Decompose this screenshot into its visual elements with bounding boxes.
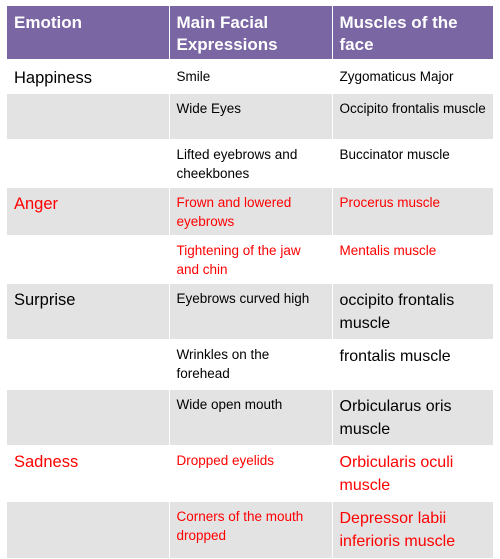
table-row: Anger Frown and lowered eyebrows Proceru… xyxy=(7,187,493,236)
emotion-muscles-table: Emotion Main Facial Expressions Muscles … xyxy=(7,6,493,559)
emotion-cell: Happiness xyxy=(7,60,170,94)
header-main-facial-expressions: Main Facial Expressions xyxy=(169,6,333,62)
muscle-cell: Occipito frontalis muscle xyxy=(332,93,493,140)
expression-cell: Frown and lowered eyebrows xyxy=(169,187,333,236)
muscle-cell: frontalis muscle xyxy=(332,339,493,390)
muscle-cell: Depressor labii inferioris muscle xyxy=(332,501,493,559)
expression-cell: Smile xyxy=(169,60,333,94)
table-row: Wide open mouth Orbicularus oris muscle xyxy=(7,389,493,446)
muscle-cell: Orbicularus oris muscle xyxy=(332,389,493,446)
muscle-cell: Mentalis muscle xyxy=(332,235,493,284)
table-row: Lifted eyebrows and cheekbones Buccinato… xyxy=(7,139,493,188)
expression-cell: Tightening of the jaw and chin xyxy=(169,235,333,284)
emotion-cell xyxy=(7,501,170,559)
header-emotion: Emotion xyxy=(7,6,170,62)
emotion-cell xyxy=(7,93,170,140)
table-row: Corners of the mouth dropped Depressor l… xyxy=(7,501,493,559)
table-row: Surprise Eyebrows curved high occipito f… xyxy=(7,283,493,340)
table-row: Wrinkles on the forehead frontalis muscl… xyxy=(7,339,493,390)
emotion-cell xyxy=(7,389,170,446)
muscle-cell: Orbicularis oculi muscle xyxy=(332,445,493,502)
muscle-cell: Zygomaticus Major xyxy=(332,60,493,94)
expression-cell: Wide open mouth xyxy=(169,389,333,446)
expression-cell: Wrinkles on the forehead xyxy=(169,339,333,390)
header-muscles-of-the-face: Muscles of the face xyxy=(332,6,493,62)
table-row: Happiness Smile Zygomaticus Major xyxy=(7,60,493,94)
muscle-cell: Procerus muscle xyxy=(332,187,493,236)
emotion-cell: Sadness xyxy=(7,445,170,502)
emotion-cell xyxy=(7,235,170,284)
expression-cell: Wide Eyes xyxy=(169,93,333,140)
emotion-cell xyxy=(7,139,170,188)
header-row: Emotion Main Facial Expressions Muscles … xyxy=(7,6,493,62)
expression-cell: Dropped eyelids xyxy=(169,445,333,502)
expression-cell: Corners of the mouth dropped xyxy=(169,501,333,559)
table-row: Tightening of the jaw and chin Mentalis … xyxy=(7,235,493,284)
muscle-cell: Buccinator muscle xyxy=(332,139,493,188)
table-row: Sadness Dropped eyelids Orbicularis ocul… xyxy=(7,445,493,502)
muscle-cell: occipito frontalis muscle xyxy=(332,283,493,340)
emotion-cell: Surprise xyxy=(7,283,170,340)
expression-cell: Lifted eyebrows and cheekbones xyxy=(169,139,333,188)
expression-cell: Eyebrows curved high xyxy=(169,283,333,340)
emotion-cell: Anger xyxy=(7,187,170,236)
emotion-cell xyxy=(7,339,170,390)
table-row: Wide Eyes Occipito frontalis muscle xyxy=(7,93,493,140)
